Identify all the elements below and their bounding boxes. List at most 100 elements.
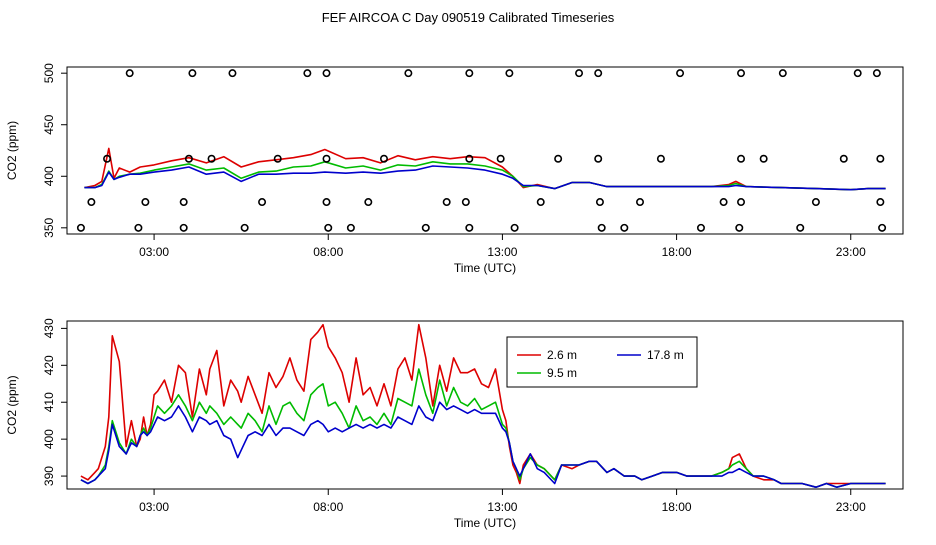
- calibration-marker: [421, 223, 430, 232]
- calibration-marker: [872, 69, 881, 78]
- calibration-marker: [510, 223, 519, 232]
- calibration-marker: [554, 154, 563, 163]
- top-panel: 03:00 08:00 13:00 18:00 23:00 350 400 450 500 Tim…: [5, 63, 904, 275]
- calibration-marker: [696, 223, 705, 232]
- bottom-plot-area: [80, 323, 886, 489]
- calibration-marker: [322, 198, 331, 207]
- calibration-marker: [575, 69, 584, 78]
- calibration-marker: [273, 154, 282, 163]
- calibration-marker: [656, 154, 665, 163]
- bottom-xtick-label: 23:00: [836, 500, 866, 514]
- calibration-marker: [759, 154, 768, 163]
- calibration-marker: [876, 154, 885, 163]
- legend-label: 2.6 m: [547, 348, 577, 362]
- top-xlabel: Time (UTC): [454, 261, 516, 275]
- calibration-marker: [465, 223, 474, 232]
- top-xtick-label: 13:00: [487, 245, 517, 259]
- calibration-marker: [179, 223, 188, 232]
- top-xtick-label: 03:00: [139, 245, 169, 259]
- top-ytick-label: 350: [42, 217, 56, 237]
- bottom-xtick-label: 18:00: [662, 500, 692, 514]
- calibration-marker: [811, 198, 820, 207]
- calibration-marker: [184, 154, 193, 163]
- calibration-marker: [465, 69, 474, 78]
- calibration-marker: [737, 154, 746, 163]
- calibration-marker: [737, 69, 746, 78]
- top-plot-frame: [66, 66, 904, 235]
- bottom-series-17-8-m: [80, 401, 886, 489]
- calibration-marker: [876, 198, 885, 207]
- calibration-marker: [324, 223, 333, 232]
- calibration-marker: [505, 69, 514, 78]
- top-xtick-label: 23:00: [836, 245, 866, 259]
- calibration-marker: [465, 154, 474, 163]
- calibration-marker: [141, 198, 150, 207]
- calibration-marker: [595, 198, 604, 207]
- calibration-marker: [839, 154, 848, 163]
- calibration-marker: [496, 154, 505, 163]
- top-series-17-8-m: [84, 165, 886, 191]
- calibration-marker: [620, 223, 629, 232]
- legend-label: 17.8 m: [647, 348, 684, 362]
- calibration-marker: [188, 69, 197, 78]
- calibration-marker: [379, 154, 388, 163]
- legend: 2.6 m 17.8 m 9.5 m: [506, 336, 698, 388]
- legend-label: 9.5 m: [547, 366, 577, 380]
- calibration-marker: [322, 69, 331, 78]
- top-ylabel: CO2 (ppm): [5, 121, 19, 180]
- calibration-marker: [125, 69, 134, 78]
- calibration-marker: [878, 223, 887, 232]
- calibration-marker: [258, 198, 267, 207]
- calibration-marker: [303, 69, 312, 78]
- bottom-xlabel: Time (UTC): [454, 516, 516, 530]
- calibration-marker: [364, 198, 373, 207]
- bottom-ytick-label: 420: [42, 355, 56, 375]
- bottom-ytick-label: 390: [42, 466, 56, 486]
- calibration-marker: [228, 69, 237, 78]
- calibration-marker: [207, 154, 216, 163]
- bottom-series-9-5-m: [80, 368, 886, 489]
- calibration-marker: [735, 223, 744, 232]
- top-series-9-5-m: [84, 161, 886, 191]
- calibration-marker: [240, 223, 249, 232]
- calibration-marker: [404, 69, 413, 78]
- bottom-xtick-label: 03:00: [139, 500, 169, 514]
- calibration-marker: [536, 198, 545, 207]
- calibration-marker: [461, 198, 470, 207]
- chart-title: FEF AIRCOA C Day 090519 Calibrated Times…: [322, 10, 615, 25]
- calibration-marker: [737, 198, 746, 207]
- top-ytick-label: 400: [42, 166, 56, 186]
- calibration-marker: [636, 198, 645, 207]
- bottom-plot-frame: [66, 320, 904, 490]
- calibration-marker: [594, 69, 603, 78]
- bottom-ytick-label: 410: [42, 392, 56, 412]
- calibration-marker: [87, 198, 96, 207]
- calibration-marker: [76, 223, 85, 232]
- bottom-xtick-label: 13:00: [487, 500, 517, 514]
- calibration-marker: [676, 69, 685, 78]
- calibration-marker: [594, 154, 603, 163]
- calibration-marker: [103, 154, 112, 163]
- calibration-marker: [322, 154, 331, 163]
- bottom-ytick-label: 430: [42, 318, 56, 338]
- calibration-marker: [134, 223, 143, 232]
- calibration-marker: [719, 198, 728, 207]
- top-plot-area: [84, 147, 886, 191]
- calibration-marker: [796, 223, 805, 232]
- calibration-marker: [853, 69, 862, 78]
- bottom-ytick-label: 400: [42, 429, 56, 449]
- calibration-marker: [597, 223, 606, 232]
- top-ytick-label: 450: [42, 114, 56, 134]
- bottom-ylabel: CO2 (ppm): [5, 375, 19, 434]
- calibration-marker: [346, 223, 355, 232]
- bottom-panel: 03:00 08:00 13:00 18:00 23:00 390 400 410 420 430…: [5, 318, 904, 530]
- calibration-marker: [442, 198, 451, 207]
- calibration-marker: [179, 198, 188, 207]
- top-xtick-label: 18:00: [662, 245, 692, 259]
- legend-box: [506, 336, 698, 388]
- bottom-xtick-label: 08:00: [313, 500, 343, 514]
- top-xtick-label: 08:00: [313, 245, 343, 259]
- calibration-marker: [778, 69, 787, 78]
